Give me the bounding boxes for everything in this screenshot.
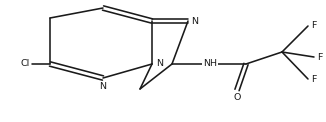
Text: O: O [233,93,241,102]
Text: Cl: Cl [21,60,30,68]
Text: F: F [317,52,322,61]
Text: N: N [99,82,107,91]
Text: N: N [156,60,163,68]
Text: F: F [311,75,316,83]
Text: F: F [311,21,316,30]
Text: N: N [191,16,198,25]
Text: NH: NH [203,60,217,68]
